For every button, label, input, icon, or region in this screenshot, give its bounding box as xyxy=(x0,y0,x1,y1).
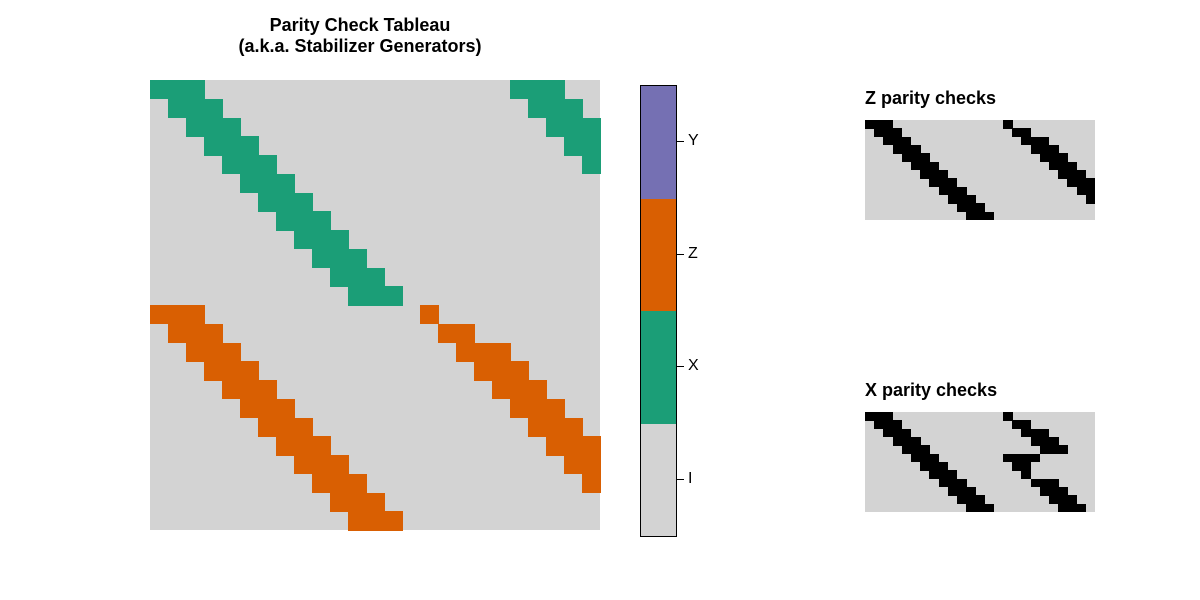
x-parity-checks-title: X parity checks xyxy=(865,380,1095,401)
cell-on xyxy=(1058,504,1086,513)
cell-Z xyxy=(456,343,511,362)
cell-X xyxy=(168,99,223,118)
cell-Z xyxy=(474,361,529,380)
cell-Z xyxy=(582,474,601,493)
cell-Z xyxy=(420,305,439,324)
cell-X xyxy=(150,80,205,99)
cell-X xyxy=(186,118,241,137)
legend-label-Y: Y xyxy=(688,132,699,150)
cell-X xyxy=(330,268,385,287)
operator-legend-colorbar xyxy=(640,85,677,537)
legend-tick-Y xyxy=(676,141,684,142)
cell-X xyxy=(546,118,601,137)
cell-X xyxy=(510,80,565,99)
cell-Z xyxy=(330,493,385,512)
cell-on xyxy=(966,504,994,513)
legend-label-X: X xyxy=(688,357,699,375)
cell-Z xyxy=(528,418,583,437)
cell-X xyxy=(348,286,403,305)
cell-Z xyxy=(312,474,367,493)
legend-label-I: I xyxy=(688,470,692,488)
cell-on xyxy=(966,212,994,221)
legend-tick-X xyxy=(676,366,684,367)
legend-tick-Z xyxy=(676,254,684,255)
cell-Z xyxy=(492,380,547,399)
cell-Z xyxy=(348,511,403,530)
cell-Z xyxy=(150,305,205,324)
cell-X xyxy=(240,174,295,193)
cell-Z xyxy=(510,399,565,418)
main-title-line2: (a.k.a. Stabilizer Generators) xyxy=(150,36,570,57)
cell-Z xyxy=(294,455,349,474)
cell-X xyxy=(528,99,583,118)
cell-Z xyxy=(276,436,331,455)
cell-Z xyxy=(546,436,601,455)
cell-Z xyxy=(204,361,259,380)
cell-X xyxy=(222,155,277,174)
main-chart-title: Parity Check Tableau(a.k.a. Stabilizer G… xyxy=(150,15,570,57)
legend-segment-X xyxy=(641,311,676,424)
main-title-line1: Parity Check Tableau xyxy=(150,15,570,36)
cell-on xyxy=(1086,195,1096,204)
legend-label-Z: Z xyxy=(688,245,698,263)
legend-segment-I xyxy=(641,424,676,537)
cell-X xyxy=(294,230,349,249)
cell-X xyxy=(312,249,367,268)
cell-X xyxy=(564,136,601,155)
cell-Z xyxy=(186,343,241,362)
cell-X xyxy=(582,155,601,174)
x-parity-checks-grid xyxy=(865,412,1095,512)
cell-Z xyxy=(564,455,601,474)
cell-Z xyxy=(438,324,475,343)
cell-Z xyxy=(240,399,295,418)
cell-X xyxy=(276,211,331,230)
cell-Z xyxy=(222,380,277,399)
z-parity-checks-grid xyxy=(865,120,1095,220)
cell-X xyxy=(258,193,313,212)
cell-on xyxy=(1040,445,1068,454)
legend-segment-Z xyxy=(641,199,676,312)
cell-Z xyxy=(258,418,313,437)
legend-segment-Y xyxy=(641,86,676,199)
legend-tick-I xyxy=(676,479,684,480)
z-parity-checks-title: Z parity checks xyxy=(865,88,1095,109)
parity-check-tableau xyxy=(150,80,600,530)
cell-X xyxy=(204,136,259,155)
cell-Z xyxy=(168,324,223,343)
